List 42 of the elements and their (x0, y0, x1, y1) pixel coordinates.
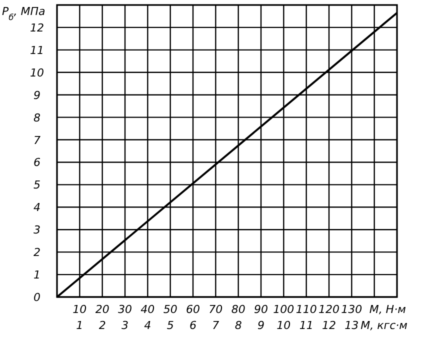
x2-tick-label: 3 (122, 319, 128, 332)
x-axis-title: M, Н·м (369, 303, 406, 316)
x2-tick-label: 7 (212, 319, 220, 332)
x2-tick-label: 6 (190, 319, 196, 332)
y-tick-label: 12 (30, 21, 44, 34)
x-tick-label: 130 (341, 303, 362, 316)
y-tick-label: 1 (34, 268, 40, 282)
x2-tick-label: 5 (166, 319, 174, 332)
x-tick-label: 40 (140, 303, 155, 316)
x2-tick-label: 2 (98, 319, 106, 332)
x-tick-label: 50 (163, 303, 178, 316)
y-tick-label: 11 (30, 44, 44, 57)
y-tick-label: 3 (34, 224, 40, 237)
x-tick-label: 120 (318, 303, 340, 316)
y-tick-label: 6 (34, 156, 40, 170)
y-tick-label: 5 (34, 178, 40, 192)
x-tick-label: 10 (72, 303, 87, 316)
x2-tick-label: 11 (299, 319, 314, 332)
x2-tick-label: 10 (276, 319, 291, 332)
y-tick-label: 0 (34, 291, 40, 304)
x2-tick-label: 8 (234, 319, 242, 332)
x2-tick-label: 12 (322, 319, 336, 332)
x2-tick-label: 4 (144, 319, 152, 332)
x2-tick-label: 9 (258, 319, 264, 332)
x2-axis-title: M, кгс·м (360, 319, 408, 332)
x2-tick-label: 13 (344, 319, 359, 332)
x-tick-label: 30 (118, 303, 132, 316)
x-tick-label: 90 (254, 303, 268, 316)
y-tick-label: 2 (34, 246, 40, 260)
y-tick-label: 7 (34, 134, 40, 147)
y-tick-label: 10 (30, 66, 44, 80)
x-tick-label: 100 (273, 303, 294, 316)
y-tick-label: 4 (34, 201, 40, 214)
x-tick-label: 20 (95, 303, 110, 316)
y-tick-label: 9 (34, 88, 40, 102)
x-tick-label: 70 (208, 303, 223, 316)
x-tick-label: 80 (231, 303, 246, 316)
x-tick-label: 110 (296, 303, 317, 316)
y-axis-title: P$_{б}$, МПа (2, 5, 46, 22)
y-tick-label: 8 (34, 111, 40, 124)
x2-tick-label: 1 (76, 319, 84, 332)
x-tick-label: 60 (186, 303, 200, 316)
